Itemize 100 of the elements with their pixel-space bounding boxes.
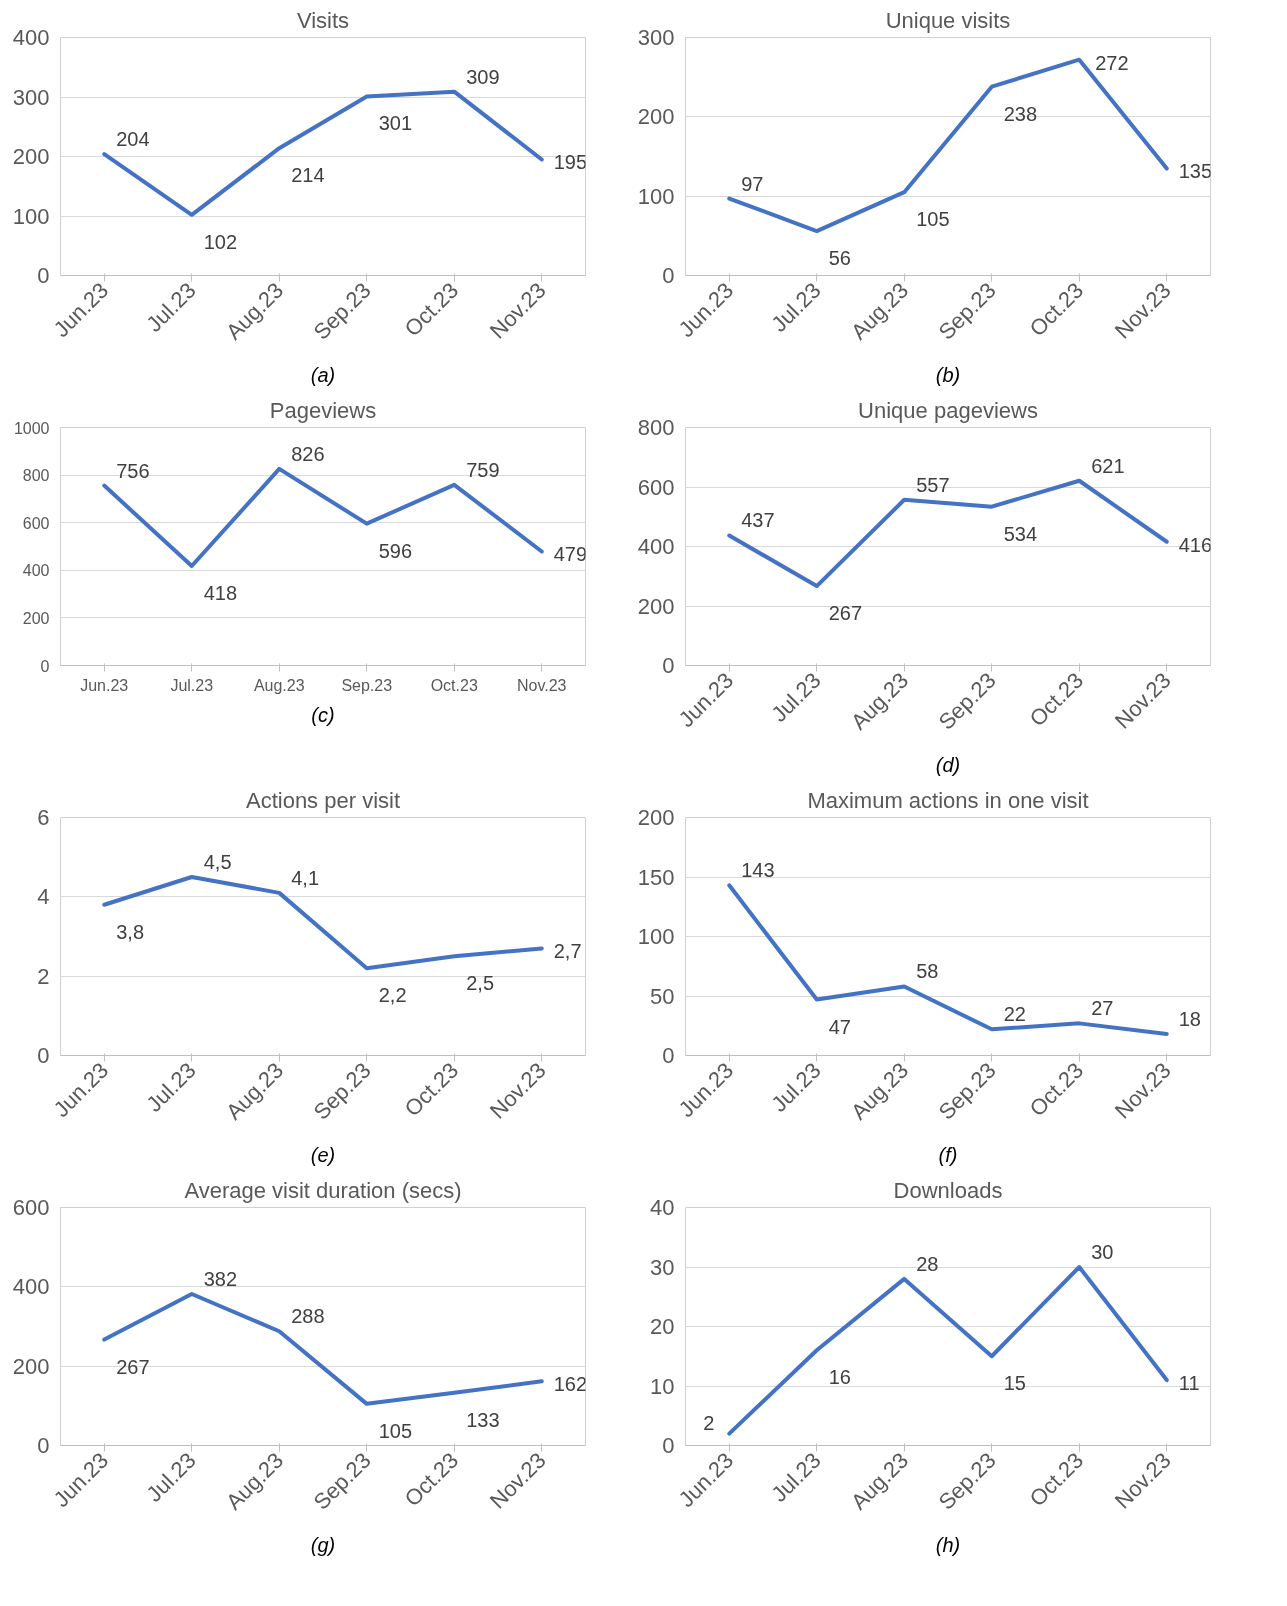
- chart-title: Unique pageviews: [858, 397, 1038, 423]
- y-tick-label: 200: [22, 609, 50, 627]
- y-tick-label: 200: [637, 104, 675, 130]
- data-label: 2,5: [466, 972, 495, 995]
- y-tick-label: 30: [650, 1254, 675, 1280]
- y-tick-label: 300: [637, 25, 675, 50]
- y-tick-label: 6: [37, 805, 50, 830]
- y-tick-label: 0: [662, 263, 675, 288]
- text: (g): [310, 1533, 336, 1556]
- data-label: 759: [466, 458, 500, 481]
- data-label: 3,8: [116, 920, 145, 943]
- data-label: 16: [828, 1366, 851, 1389]
- data-label: 133: [466, 1408, 500, 1431]
- y-tick-label: 0: [37, 263, 50, 288]
- data-label: 418: [203, 582, 238, 605]
- x-tick-label: Nov.23: [517, 676, 567, 694]
- data-label: 105: [916, 208, 950, 231]
- data-label: 4,5: [203, 851, 232, 873]
- y-tick-label: 400: [637, 534, 675, 559]
- data-label: 267: [116, 1355, 150, 1378]
- y-tick-label: 300: [12, 84, 50, 110]
- y-tick-label: 400: [22, 562, 50, 580]
- y-tick-label: 600: [12, 1195, 50, 1220]
- y-tick-label: 0: [37, 1043, 50, 1068]
- data-label: 288: [291, 1305, 325, 1328]
- y-tick-label: 200: [12, 1353, 50, 1379]
- chart-title: Actions per visit: [245, 787, 401, 813]
- y-tick-label: 800: [637, 415, 675, 440]
- line-series: [102, 1291, 544, 1406]
- y-tick-label: 200: [637, 593, 675, 619]
- data-label: 135: [1178, 160, 1213, 183]
- data-label: 11: [1178, 1372, 1200, 1395]
- data-label: 15: [1003, 1372, 1026, 1395]
- line-series: [727, 57, 1169, 234]
- data-label: 382: [203, 1267, 238, 1290]
- data-label: 28: [916, 1252, 939, 1275]
- chart-title: Average visit duration (secs): [184, 1177, 462, 1203]
- data-label: 105: [378, 1419, 413, 1442]
- text: (d): [935, 753, 961, 776]
- data-label: 27: [1091, 997, 1114, 1020]
- y-tick-label: 200: [12, 144, 50, 169]
- data-label: 534: [1003, 522, 1038, 545]
- y-tick-label: 4: [37, 884, 50, 910]
- y-tick-label: 400: [12, 1274, 50, 1300]
- y-tick-label: 0: [662, 1433, 675, 1458]
- data-label: 267: [828, 602, 863, 625]
- data-label: 479: [553, 543, 588, 566]
- data-label: 621: [1091, 454, 1125, 477]
- x-tick-label: Jun.23: [80, 676, 129, 694]
- y-tick-label: 0: [40, 657, 50, 675]
- data-label: 4,1: [291, 866, 320, 889]
- y-tick-label: 0: [37, 1433, 50, 1458]
- data-label: 596: [378, 539, 413, 562]
- data-label: 162: [553, 1373, 588, 1396]
- text: (c): [311, 703, 335, 726]
- y-tick-label: 100: [637, 183, 675, 209]
- y-tick-label: 40: [650, 1195, 675, 1220]
- y-tick-label: 150: [637, 864, 675, 890]
- line-series: [102, 89, 544, 217]
- text: (b): [935, 363, 961, 386]
- y-tick-label: 400: [12, 25, 50, 50]
- y-tick-label: 0: [662, 653, 675, 678]
- data-label: 272: [1095, 51, 1129, 74]
- data-label: 143: [741, 859, 775, 882]
- y-tick-label: 600: [637, 474, 675, 500]
- chart-title: Visits: [296, 7, 350, 33]
- line-series: [727, 478, 1169, 589]
- data-label: 204: [116, 128, 150, 151]
- data-label: 416: [1178, 533, 1213, 556]
- data-label: 301: [378, 112, 413, 135]
- data-label: 437: [741, 509, 775, 532]
- data-label: 22: [1003, 1003, 1026, 1026]
- data-label: 30: [1091, 1241, 1114, 1263]
- x-tick-label: Oct.23: [430, 676, 478, 694]
- x-tick-label: Sep.23: [341, 676, 393, 694]
- text: (e): [310, 1143, 336, 1166]
- data-label: 826: [291, 442, 325, 465]
- y-tick-label: 2: [37, 963, 50, 989]
- chart-title: Downloads: [893, 1177, 1003, 1203]
- data-label: 47: [828, 1015, 851, 1038]
- chart-title: Unique visits: [885, 7, 1011, 33]
- y-tick-label: 100: [12, 203, 50, 229]
- data-label: 309: [466, 65, 500, 88]
- data-label: 56: [828, 247, 851, 270]
- data-label: 195: [553, 151, 588, 174]
- data-label: 2,7: [553, 940, 582, 963]
- data-label: 2,2: [378, 984, 407, 1007]
- data-label: 238: [1003, 102, 1038, 125]
- y-tick-label: 10: [650, 1373, 675, 1399]
- data-label: 18: [1178, 1008, 1201, 1031]
- y-tick-label: 600: [22, 514, 50, 532]
- chart-title: Pageviews: [269, 397, 377, 423]
- line-series: [727, 883, 1169, 1037]
- data-label: 102: [203, 230, 238, 253]
- data-label: 58: [916, 960, 939, 983]
- text: (h): [935, 1533, 961, 1556]
- x-tick-label: Jul.23: [170, 676, 214, 694]
- y-tick-label: 0: [662, 1043, 675, 1068]
- y-tick-label: 800: [22, 467, 50, 485]
- data-label: 2: [703, 1411, 715, 1434]
